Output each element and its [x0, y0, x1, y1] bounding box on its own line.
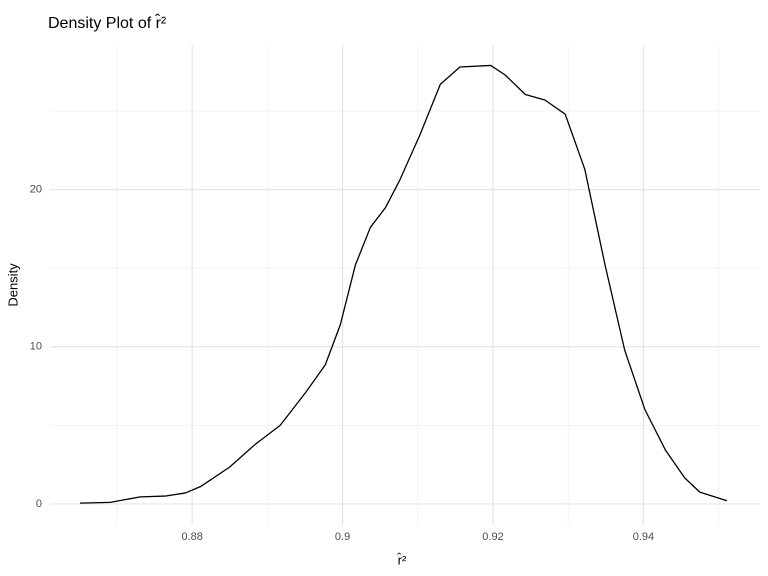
y-tick-label: 10: [30, 341, 42, 353]
chart-title: Density Plot of r̂²: [48, 12, 167, 32]
x-axis-label: r̂²: [396, 552, 407, 567]
x-tick-label: 0.9: [335, 531, 350, 543]
y-tick-label: 0: [36, 498, 42, 510]
x-tick-label: 0.94: [633, 531, 654, 543]
y-tick-label: 20: [30, 184, 42, 196]
x-tick-label: 0.88: [181, 531, 202, 543]
y-axis-label: Density: [5, 263, 20, 307]
density-line: [80, 64, 728, 504]
x-tick-label: 0.92: [482, 531, 503, 543]
